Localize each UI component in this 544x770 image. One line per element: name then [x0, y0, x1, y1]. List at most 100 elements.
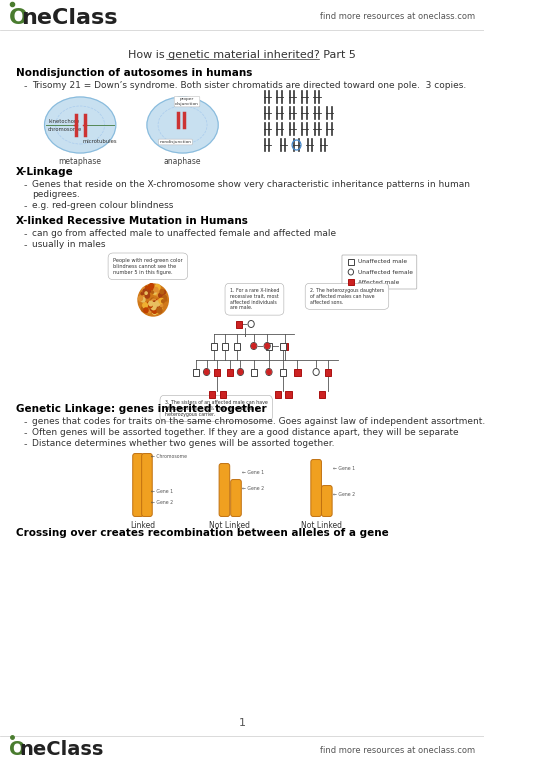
- Ellipse shape: [264, 343, 270, 350]
- Circle shape: [159, 291, 161, 293]
- Text: X-Linkage: X-Linkage: [16, 167, 74, 177]
- Circle shape: [152, 309, 157, 313]
- Circle shape: [142, 300, 145, 302]
- FancyBboxPatch shape: [294, 369, 300, 376]
- Circle shape: [145, 292, 147, 294]
- Text: ← Gene 2: ← Gene 2: [242, 486, 264, 491]
- Circle shape: [154, 287, 158, 292]
- Circle shape: [160, 290, 164, 293]
- Text: Genes that reside on the X-chromosome show very characteristic inheritance patte: Genes that reside on the X-chromosome sh…: [32, 180, 470, 189]
- Circle shape: [162, 290, 165, 294]
- Ellipse shape: [147, 97, 218, 153]
- Circle shape: [159, 298, 164, 303]
- FancyBboxPatch shape: [193, 369, 199, 376]
- Circle shape: [157, 301, 163, 307]
- FancyBboxPatch shape: [286, 390, 292, 397]
- FancyBboxPatch shape: [322, 486, 332, 517]
- Circle shape: [152, 301, 157, 306]
- Ellipse shape: [45, 97, 116, 153]
- Text: Trisomy 21 = Down’s syndrome. Both sister chromatids are directed toward one pol: Trisomy 21 = Down’s syndrome. Both siste…: [32, 81, 466, 90]
- Circle shape: [149, 305, 154, 311]
- Text: neClass: neClass: [20, 740, 104, 759]
- Circle shape: [151, 298, 154, 303]
- FancyBboxPatch shape: [280, 369, 286, 376]
- Text: ← Gene 1: ← Gene 1: [151, 489, 174, 494]
- FancyBboxPatch shape: [214, 369, 220, 376]
- FancyBboxPatch shape: [275, 390, 281, 397]
- Circle shape: [149, 303, 152, 307]
- Text: neClass: neClass: [21, 8, 118, 28]
- Circle shape: [162, 300, 164, 303]
- Text: Not Linked: Not Linked: [209, 521, 250, 530]
- Text: O: O: [9, 740, 26, 759]
- FancyBboxPatch shape: [282, 343, 288, 350]
- FancyBboxPatch shape: [209, 390, 215, 397]
- Circle shape: [156, 304, 161, 309]
- Circle shape: [144, 308, 148, 313]
- Text: -: -: [23, 201, 27, 211]
- Text: ← Gene 2: ← Gene 2: [333, 492, 355, 497]
- Circle shape: [160, 300, 163, 303]
- Circle shape: [153, 290, 156, 294]
- Text: chromosome: chromosome: [48, 127, 82, 132]
- Text: e.g. red-green colour blindness: e.g. red-green colour blindness: [32, 201, 174, 210]
- Ellipse shape: [248, 320, 254, 327]
- Text: metaphase: metaphase: [59, 157, 102, 166]
- Circle shape: [152, 291, 154, 293]
- Circle shape: [151, 299, 156, 304]
- FancyBboxPatch shape: [280, 343, 286, 350]
- Text: can go from affected male to unaffected female and affected male: can go from affected male to unaffected …: [32, 229, 336, 238]
- Circle shape: [251, 343, 256, 349]
- Circle shape: [149, 301, 153, 306]
- Circle shape: [156, 300, 160, 304]
- Text: ← Gene 2: ← Gene 2: [151, 500, 174, 505]
- Ellipse shape: [313, 369, 319, 376]
- Text: 2. The heterozygous daughters
of affected males can have
affected sons.: 2. The heterozygous daughters of affecte…: [310, 288, 384, 305]
- Text: -: -: [23, 240, 27, 250]
- Circle shape: [141, 306, 146, 312]
- FancyBboxPatch shape: [325, 369, 331, 376]
- Circle shape: [205, 370, 209, 374]
- Circle shape: [149, 310, 151, 313]
- Circle shape: [159, 293, 163, 298]
- Text: anaphase: anaphase: [164, 157, 201, 166]
- Circle shape: [143, 303, 147, 308]
- Circle shape: [156, 290, 160, 296]
- Circle shape: [154, 304, 156, 306]
- Text: ← Gene 1: ← Gene 1: [242, 470, 264, 475]
- Text: Crossing over creates recombination between alleles of a gene: Crossing over creates recombination betw…: [16, 528, 389, 538]
- FancyBboxPatch shape: [222, 343, 228, 350]
- Text: microtubules: microtubules: [83, 139, 118, 144]
- Ellipse shape: [251, 343, 257, 350]
- Circle shape: [153, 290, 157, 295]
- Circle shape: [265, 343, 269, 349]
- Circle shape: [141, 296, 144, 299]
- Text: Nondisjunction of autosomes in humans: Nondisjunction of autosomes in humans: [16, 68, 252, 78]
- Circle shape: [149, 305, 151, 307]
- Text: Affected male: Affected male: [358, 280, 399, 285]
- Circle shape: [155, 301, 160, 306]
- FancyBboxPatch shape: [219, 464, 230, 517]
- FancyBboxPatch shape: [220, 390, 226, 397]
- Circle shape: [145, 303, 150, 308]
- Text: pedigrees.: pedigrees.: [32, 190, 80, 199]
- FancyBboxPatch shape: [133, 454, 143, 517]
- FancyBboxPatch shape: [227, 369, 233, 376]
- Text: -: -: [23, 428, 27, 438]
- Text: -: -: [23, 229, 27, 239]
- Ellipse shape: [203, 369, 210, 376]
- Circle shape: [155, 284, 160, 290]
- Ellipse shape: [266, 369, 272, 376]
- Text: Unaffected female: Unaffected female: [358, 270, 413, 275]
- Text: 1. For a rare X-linked
recessive trait, most
affected individuals
are male.: 1. For a rare X-linked recessive trait, …: [230, 288, 279, 310]
- Text: 3. The sisters of an affected male can have
affected sons = 50% chance of being : 3. The sisters of an affected male can h…: [165, 400, 268, 417]
- Circle shape: [146, 288, 151, 293]
- Circle shape: [145, 286, 148, 290]
- Circle shape: [163, 296, 166, 300]
- Circle shape: [238, 370, 243, 374]
- Text: ← Chromosome: ← Chromosome: [151, 454, 187, 459]
- Text: People with red-green color
blindness cannot see the
number 5 in this figure.: People with red-green color blindness ca…: [113, 258, 183, 275]
- Circle shape: [147, 303, 150, 305]
- FancyBboxPatch shape: [266, 343, 272, 350]
- Text: usually in males: usually in males: [32, 240, 106, 249]
